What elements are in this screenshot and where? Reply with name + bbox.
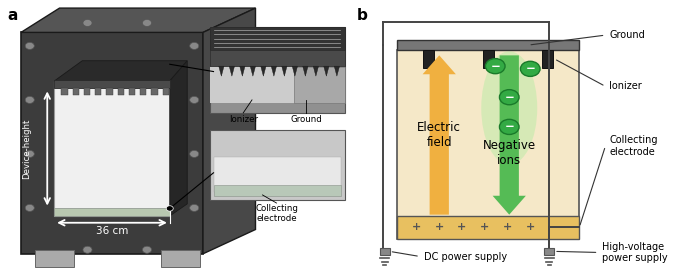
- Circle shape: [500, 119, 519, 134]
- FancyBboxPatch shape: [55, 208, 169, 216]
- Polygon shape: [21, 8, 255, 32]
- Polygon shape: [260, 66, 266, 76]
- FancyBboxPatch shape: [210, 67, 344, 103]
- Text: −: −: [525, 62, 536, 75]
- FancyBboxPatch shape: [398, 40, 580, 50]
- Circle shape: [521, 61, 540, 76]
- Text: +: +: [435, 222, 444, 232]
- Text: Collecting
electrode: Collecting electrode: [609, 135, 657, 157]
- Polygon shape: [281, 66, 287, 76]
- FancyBboxPatch shape: [55, 81, 169, 216]
- Circle shape: [25, 42, 34, 49]
- Text: Electric
field: Electric field: [417, 121, 461, 149]
- FancyBboxPatch shape: [210, 27, 344, 50]
- Polygon shape: [323, 66, 329, 76]
- FancyBboxPatch shape: [118, 88, 124, 95]
- FancyBboxPatch shape: [129, 88, 135, 95]
- Text: +: +: [526, 222, 535, 232]
- Circle shape: [83, 246, 92, 253]
- FancyBboxPatch shape: [545, 248, 554, 255]
- Polygon shape: [169, 61, 188, 216]
- Polygon shape: [302, 66, 308, 76]
- Polygon shape: [203, 8, 256, 254]
- Circle shape: [25, 204, 34, 211]
- Text: Collecting
electrode: Collecting electrode: [255, 204, 298, 223]
- Circle shape: [190, 96, 199, 103]
- Text: Ionizer: Ionizer: [229, 115, 258, 124]
- FancyBboxPatch shape: [542, 50, 553, 68]
- Circle shape: [25, 96, 34, 103]
- FancyBboxPatch shape: [379, 248, 389, 255]
- Text: High-voltage
power supply: High-voltage power supply: [602, 242, 668, 263]
- Text: Negative
ions: Negative ions: [483, 139, 536, 167]
- Text: Ground: Ground: [290, 115, 322, 124]
- Text: Device-height: Device-height: [22, 118, 31, 179]
- FancyArrow shape: [423, 55, 456, 215]
- Text: −: −: [504, 91, 514, 104]
- FancyBboxPatch shape: [106, 88, 113, 95]
- Text: a: a: [7, 8, 18, 23]
- FancyBboxPatch shape: [210, 27, 344, 113]
- Text: −: −: [490, 60, 500, 73]
- Polygon shape: [218, 66, 224, 76]
- Polygon shape: [55, 61, 188, 81]
- FancyBboxPatch shape: [398, 50, 580, 239]
- FancyBboxPatch shape: [483, 50, 494, 68]
- FancyBboxPatch shape: [214, 157, 342, 192]
- Circle shape: [143, 19, 152, 26]
- FancyBboxPatch shape: [140, 88, 146, 95]
- Text: Ionizer: Ionizer: [609, 81, 642, 92]
- FancyBboxPatch shape: [398, 216, 580, 239]
- Polygon shape: [239, 66, 245, 76]
- Text: −: −: [504, 120, 514, 133]
- FancyBboxPatch shape: [214, 185, 342, 196]
- FancyBboxPatch shape: [73, 88, 79, 95]
- Circle shape: [83, 19, 92, 26]
- FancyArrow shape: [493, 55, 526, 215]
- Text: b: b: [357, 8, 368, 23]
- FancyBboxPatch shape: [35, 250, 74, 267]
- Text: +: +: [480, 222, 489, 232]
- FancyBboxPatch shape: [161, 250, 199, 267]
- FancyBboxPatch shape: [62, 88, 67, 95]
- Polygon shape: [251, 66, 256, 76]
- Text: +: +: [412, 222, 421, 232]
- Polygon shape: [314, 66, 318, 76]
- Text: +: +: [457, 222, 467, 232]
- Polygon shape: [230, 66, 235, 76]
- Circle shape: [486, 59, 505, 74]
- Circle shape: [167, 206, 174, 211]
- Circle shape: [190, 150, 199, 157]
- Text: Ground: Ground: [609, 30, 645, 40]
- Ellipse shape: [482, 51, 538, 165]
- Text: +: +: [503, 222, 512, 232]
- Polygon shape: [271, 66, 277, 76]
- FancyBboxPatch shape: [151, 88, 158, 95]
- FancyBboxPatch shape: [95, 88, 101, 95]
- FancyBboxPatch shape: [210, 50, 344, 66]
- FancyBboxPatch shape: [423, 50, 434, 68]
- Circle shape: [500, 90, 519, 105]
- Polygon shape: [335, 66, 339, 76]
- FancyBboxPatch shape: [210, 130, 344, 200]
- Circle shape: [143, 246, 152, 253]
- FancyBboxPatch shape: [162, 88, 169, 95]
- FancyBboxPatch shape: [21, 32, 203, 254]
- FancyBboxPatch shape: [55, 80, 169, 88]
- Text: 36 cm: 36 cm: [96, 226, 128, 236]
- FancyBboxPatch shape: [84, 88, 90, 95]
- Polygon shape: [293, 66, 297, 76]
- Text: DC power supply: DC power supply: [424, 251, 507, 262]
- FancyBboxPatch shape: [294, 67, 344, 103]
- Circle shape: [25, 150, 34, 157]
- Circle shape: [190, 204, 199, 211]
- Circle shape: [190, 42, 199, 49]
